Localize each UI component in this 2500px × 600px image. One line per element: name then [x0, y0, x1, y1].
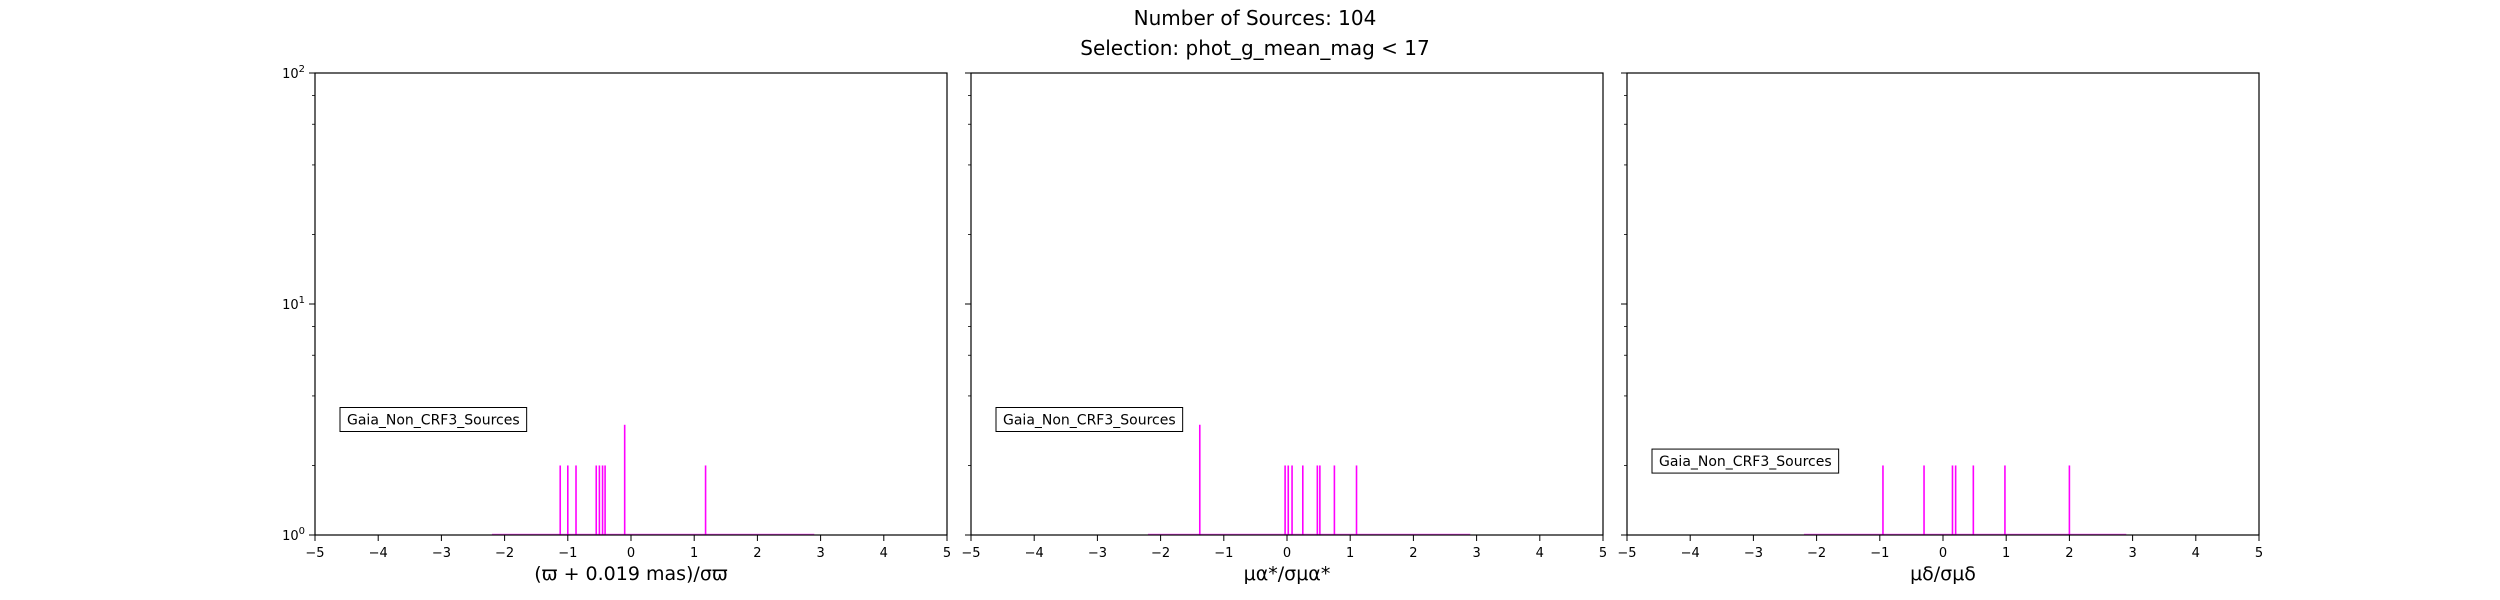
chart-panel-1: −5 −4 −3 −2 −1 0 1 2 3 4 5 100 101 102 (ϖ + 0.019 mas)… [282, 64, 951, 585]
x-tick-label: −4 [1025, 546, 1044, 561]
axes-frame [970, 72, 1604, 536]
x-tick-label: 1 [2002, 546, 2010, 561]
x-tick-label: 1 [1346, 546, 1354, 561]
legend-box [995, 407, 1184, 432]
x-tick-label: −5 [961, 546, 980, 561]
legend-box [339, 407, 528, 432]
x-axis-label: μα*/σμα* [1244, 563, 1331, 585]
x-tick-label: 0 [627, 546, 635, 561]
x-tick-label: −1 [558, 546, 577, 561]
x-tick-label: 1 [690, 546, 698, 561]
x-tick-label: −1 [1870, 546, 1889, 561]
x-tick-label: 3 [816, 546, 824, 561]
legend: Gaia_Non_CRF3_Sources [339, 407, 528, 432]
y-tick-label: 100 [282, 526, 305, 544]
x-axis-label: (ϖ + 0.019 mas)/σϖ [534, 563, 728, 585]
y-tick-label: 102 [282, 64, 305, 82]
x-tick-label: −3 [1088, 546, 1107, 561]
legend-label: Gaia_Non_CRF3_Sources [1003, 413, 1176, 429]
x-tick-label: −4 [1681, 546, 1700, 561]
x-tick-label: 5 [2255, 546, 2263, 561]
x-tick-label: 2 [2065, 546, 2073, 561]
legend-label: Gaia_Non_CRF3_Sources [1659, 454, 1832, 470]
x-tick-label: 0 [1939, 546, 1947, 561]
x-tick-label: 3 [2128, 546, 2136, 561]
x-tick-label: 0 [1283, 546, 1291, 561]
x-tick-label: 2 [1409, 546, 1417, 561]
legend: Gaia_Non_CRF3_Sources [1651, 448, 1840, 474]
x-tick-label: −3 [432, 546, 451, 561]
x-axis-label: μδ/σμδ [1910, 563, 1976, 585]
x-tick-label: 4 [1536, 546, 1544, 561]
legend: Gaia_Non_CRF3_Sources [995, 407, 1184, 432]
x-tick-label: −2 [1807, 546, 1826, 561]
x-tick-label: 5 [1599, 546, 1607, 561]
x-tick-label: −3 [1744, 546, 1763, 561]
figure-title: Number of Sources: 104 [1134, 6, 1377, 30]
x-tick-label: −2 [495, 546, 514, 561]
x-tick-label: 2 [753, 546, 761, 561]
x-tick-label: 4 [880, 546, 888, 561]
legend-box [1651, 448, 1840, 474]
axes-frame [314, 72, 948, 536]
x-tick-label: −1 [1214, 546, 1233, 561]
legend-label: Gaia_Non_CRF3_Sources [347, 413, 520, 429]
x-tick-label: 5 [943, 546, 951, 561]
chart-panel-3: −5 −4 −3 −2 −1 0 1 2 3 4 5 μδ/σμδ Gaia_Non_CRF3_Sour… [1617, 72, 2263, 585]
figure-subtitle: Selection: phot_g_mean_mag < 17 [1080, 36, 1429, 60]
x-tick-label: −5 [1617, 546, 1636, 561]
x-tick-label: −2 [1151, 546, 1170, 561]
x-tick-label: 4 [2192, 546, 2200, 561]
x-tick-label: −5 [305, 546, 324, 561]
x-tick-label: −4 [369, 546, 388, 561]
chart-panel-2: −5 −4 −3 −2 −1 0 1 2 3 4 5 μα*/σμα* Gaia_Non_CRF3_So… [961, 72, 1607, 585]
y-tick-label: 101 [282, 295, 305, 313]
x-tick-label: 3 [1472, 546, 1480, 561]
